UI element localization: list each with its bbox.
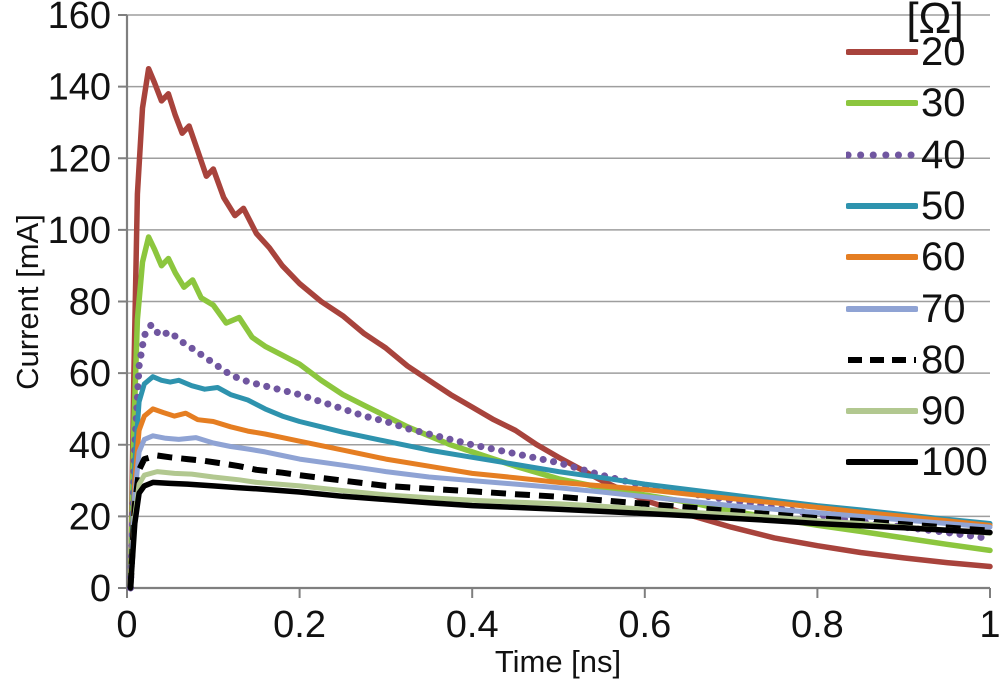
y-tick-label-100: 100 xyxy=(48,210,111,252)
legend-swatch-20 xyxy=(846,49,918,55)
series-line-40 xyxy=(127,321,994,592)
legend-item-80: 80 xyxy=(846,338,966,382)
legend-label-90: 90 xyxy=(921,389,966,434)
legend-swatch-100 xyxy=(846,459,918,466)
legend-label-30: 30 xyxy=(921,81,966,126)
legend-item-90: 90 xyxy=(846,389,966,433)
legend-item-100: 100 xyxy=(846,440,988,484)
x-tick-label-1: 1 xyxy=(979,604,1000,646)
y-axis-title: Current [mA] xyxy=(10,214,45,390)
legend-label-50: 50 xyxy=(921,183,966,228)
legend-item-40: 40 xyxy=(846,133,966,177)
series-line-100 xyxy=(127,479,993,591)
legend-item-30: 30 xyxy=(846,81,966,125)
legend-label-40: 40 xyxy=(921,132,966,177)
legend-label-70: 70 xyxy=(921,286,966,331)
x-tick-label-0.6: 0.6 xyxy=(618,604,671,646)
x-axis-title: Time [ns] xyxy=(494,644,622,679)
y-tick-label-0: 0 xyxy=(90,568,111,610)
legend-swatch-50 xyxy=(846,202,918,209)
x-tick-label-0.2: 0.2 xyxy=(273,604,326,646)
legend-swatch-60 xyxy=(846,254,918,261)
legend-item-20: 20 xyxy=(846,30,966,74)
legend-label-80: 80 xyxy=(921,337,966,382)
legend-swatch-30 xyxy=(846,100,918,107)
legend-swatch-90 xyxy=(846,408,918,415)
legend-item-70: 70 xyxy=(846,287,966,331)
y-tick-label-140: 140 xyxy=(48,67,111,109)
series-line-70 xyxy=(128,433,993,591)
y-tick-label-20: 20 xyxy=(69,496,111,538)
legend-label-60: 60 xyxy=(921,235,966,280)
legend-label-100: 100 xyxy=(921,440,988,485)
series-line-60 xyxy=(128,406,993,591)
legend-swatch-70 xyxy=(846,305,918,312)
legend-swatch-40 xyxy=(846,151,918,159)
legend-swatch-80 xyxy=(848,356,916,363)
y-tick-label-160: 160 xyxy=(48,0,111,37)
legend-item-50: 50 xyxy=(846,184,966,228)
y-tick-label-40: 40 xyxy=(69,425,111,467)
y-tick-label-80: 80 xyxy=(69,282,111,324)
series-line-50 xyxy=(128,374,993,591)
x-tick-label-0.4: 0.4 xyxy=(446,604,499,646)
series-line-90 xyxy=(128,469,993,591)
x-tick-label-0: 0 xyxy=(116,604,137,646)
x-tick-label-0.8: 0.8 xyxy=(791,604,844,646)
legend-label-20: 20 xyxy=(921,30,966,74)
legend-item-60: 60 xyxy=(846,235,966,279)
series-line-80 xyxy=(127,452,991,589)
y-tick-label-120: 120 xyxy=(48,138,111,180)
legend-title: [Ω] xyxy=(906,0,964,43)
legend: 20 30 40 50 60 70 80 90 100 xyxy=(846,0,1000,500)
y-tick-label-60: 60 xyxy=(69,353,111,395)
